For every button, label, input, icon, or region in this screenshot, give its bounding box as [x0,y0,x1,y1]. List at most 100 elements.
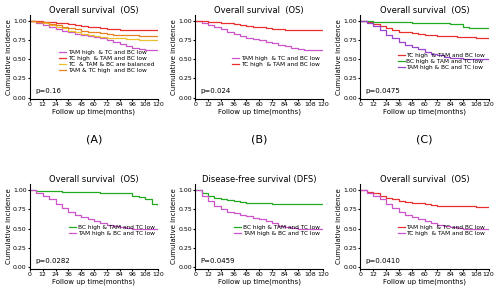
TAM high & BC and TC low [294,227,300,230]
Legend: TAM high  & TC and BC low, TC high  & TAM and BC low, TC  & TAM & BC are balance: TAM high & TC and BC low, TC high & TAM … [59,49,155,73]
TC high  & TAM and BC low [244,24,250,27]
Line: TAM high  & TC and BC low: TAM high & TC and BC low [360,190,488,207]
TC high  & TAM and BC low [148,28,154,32]
TAM high & BC and TC low [244,215,250,218]
BC high & TAM and TC low [301,202,307,206]
TAM high  & TC and BC low [59,29,65,32]
TAM high & BC and TC low [390,37,396,40]
TC high  & TAM and BC low [320,28,326,32]
BC high & TAM and TC low [148,202,154,206]
Line: BC high & TAM and TC low: BC high & TAM and TC low [360,21,488,29]
Legend: TC high  & TAM and BC low, BC high & TAM and TC low, TAM high & BC and TC low: TC high & TAM and BC low, BC high & TAM … [397,52,486,70]
TC high  & TAM and BC low [218,21,224,25]
TAM high & BC and TC low [447,56,453,60]
TC high  & TAM and BC low [447,225,453,229]
TC high  & TAM and BC low [370,194,376,197]
TC high  & TAM and BC low [84,25,90,28]
Legend: BC high & TAM and TC low, TAM high & BC and TC low: BC high & TAM and TC low, TAM high & BC … [68,225,155,237]
X-axis label: Follow up time(months): Follow up time(months) [218,278,300,285]
BC high & TAM and TC low [276,202,281,206]
BC high & TAM and TC low [282,202,288,206]
TC  & TAM & BC are balanced [34,20,40,23]
BC high & TAM and TC low [59,190,65,193]
TAM high & BC and TC low [383,33,389,36]
TC  & TAM & BC are balanced [104,36,110,39]
BC high & TAM and TC low [415,21,421,25]
TAM high  & TC and BC low [205,23,211,26]
TC high  & TAM and BC low [262,26,268,30]
TC high  & TAM and BC low [358,188,364,192]
TAM high  & TC and BC low [218,27,224,31]
TAM & TC high  and BC low [59,25,65,29]
X-axis label: Follow up time(months): Follow up time(months) [218,109,300,115]
TAM high  & TC and BC low [72,32,78,36]
TAM & TC high  and BC low [148,34,154,38]
TC high  & TAM and BC low [440,225,446,228]
BC high & TAM and TC low [466,26,472,29]
BC high & TAM and TC low [198,191,204,194]
TC high  & TAM and BC low [390,206,396,210]
BC high & TAM and TC low [110,191,116,195]
TC high  & TAM and BC low [473,227,479,230]
TC high  & TAM and BC low [98,26,103,30]
TC  & TAM & BC are balanced [123,37,129,41]
TAM high  & TC and BC low [198,21,204,25]
TAM high  & TC and BC low [250,37,256,41]
TC  & TAM & BC are balanced [98,35,103,39]
Text: p=0.0410: p=0.0410 [366,258,400,264]
TC high  & TAM and BC low [383,27,389,30]
TAM high & BC and TC low [148,227,154,230]
TAM & TC high  and BC low [142,34,148,38]
X-axis label: Follow up time(months): Follow up time(months) [52,278,136,285]
X-axis label: Follow up time(months): Follow up time(months) [52,109,136,115]
TC high  & TAM and BC low [66,22,71,26]
TC  & TAM & BC are balanced [46,23,52,26]
TC high  & TAM and BC low [383,202,389,206]
TAM high  & TC and BC low [402,200,408,204]
BC high & TAM and TC low [98,191,103,194]
TC  & TAM & BC are balanced [59,27,65,30]
TAM high & BC and TC low [276,224,281,227]
TAM high & BC and TC low [78,215,84,219]
TC high  & TAM and BC low [34,20,40,23]
TC high  & TAM and BC low [408,31,414,35]
Line: TC high  & TAM and BC low: TC high & TAM and BC low [360,190,488,229]
TAM & TC high  and BC low [66,27,71,30]
BC high & TAM and TC low [308,202,314,206]
TC high  & TAM and BC low [314,28,320,32]
TAM high & BC and TC low [370,25,376,28]
TC high  & TAM and BC low [376,198,382,201]
BC high & TAM and TC low [269,202,275,206]
TC high  & TAM and BC low [422,33,428,36]
Line: BC high & TAM and TC low: BC high & TAM and TC low [30,190,158,206]
TAM high  & TC and BC low [308,48,314,52]
TAM high & BC and TC low [84,217,90,220]
Y-axis label: Cumulative incidence: Cumulative incidence [6,19,12,95]
TC high  & TAM and BC low [486,227,492,230]
TAM & TC high  and BC low [104,32,110,36]
TC high  & TAM and BC low [27,19,33,22]
Title: Overall survival  (OS): Overall survival (OS) [49,175,139,184]
TC  & TAM & BC are balanced [148,38,154,42]
BC high & TAM and TC low [192,188,198,192]
TAM high & BC and TC low [155,227,161,230]
Title: Overall survival  (OS): Overall survival (OS) [380,175,470,184]
TAM high & BC and TC low [282,225,288,229]
Title: Overall survival  (OS): Overall survival (OS) [214,6,304,15]
TC high  & TAM and BC low [396,210,402,213]
Text: P=0.0459: P=0.0459 [200,258,235,264]
TC high  & TAM and BC low [428,34,434,37]
TAM high  & TC and BC low [237,34,243,38]
TC high  & TAM and BC low [269,27,275,31]
X-axis label: Follow up time(months): Follow up time(months) [383,278,466,285]
BC high & TAM and TC low [256,201,262,205]
TC high  & TAM and BC low [434,34,440,38]
TAM high  & TC and BC low [301,48,307,52]
TAM high & BC and TC low [408,45,414,49]
BC high & TAM and TC low [262,201,268,205]
TAM high & BC and TC low [262,219,268,223]
TC high  & TAM and BC low [486,36,492,39]
BC high & TAM and TC low [72,190,78,194]
TC high  & TAM and BC low [116,28,122,31]
TAM high  & TC and BC low [486,205,492,209]
